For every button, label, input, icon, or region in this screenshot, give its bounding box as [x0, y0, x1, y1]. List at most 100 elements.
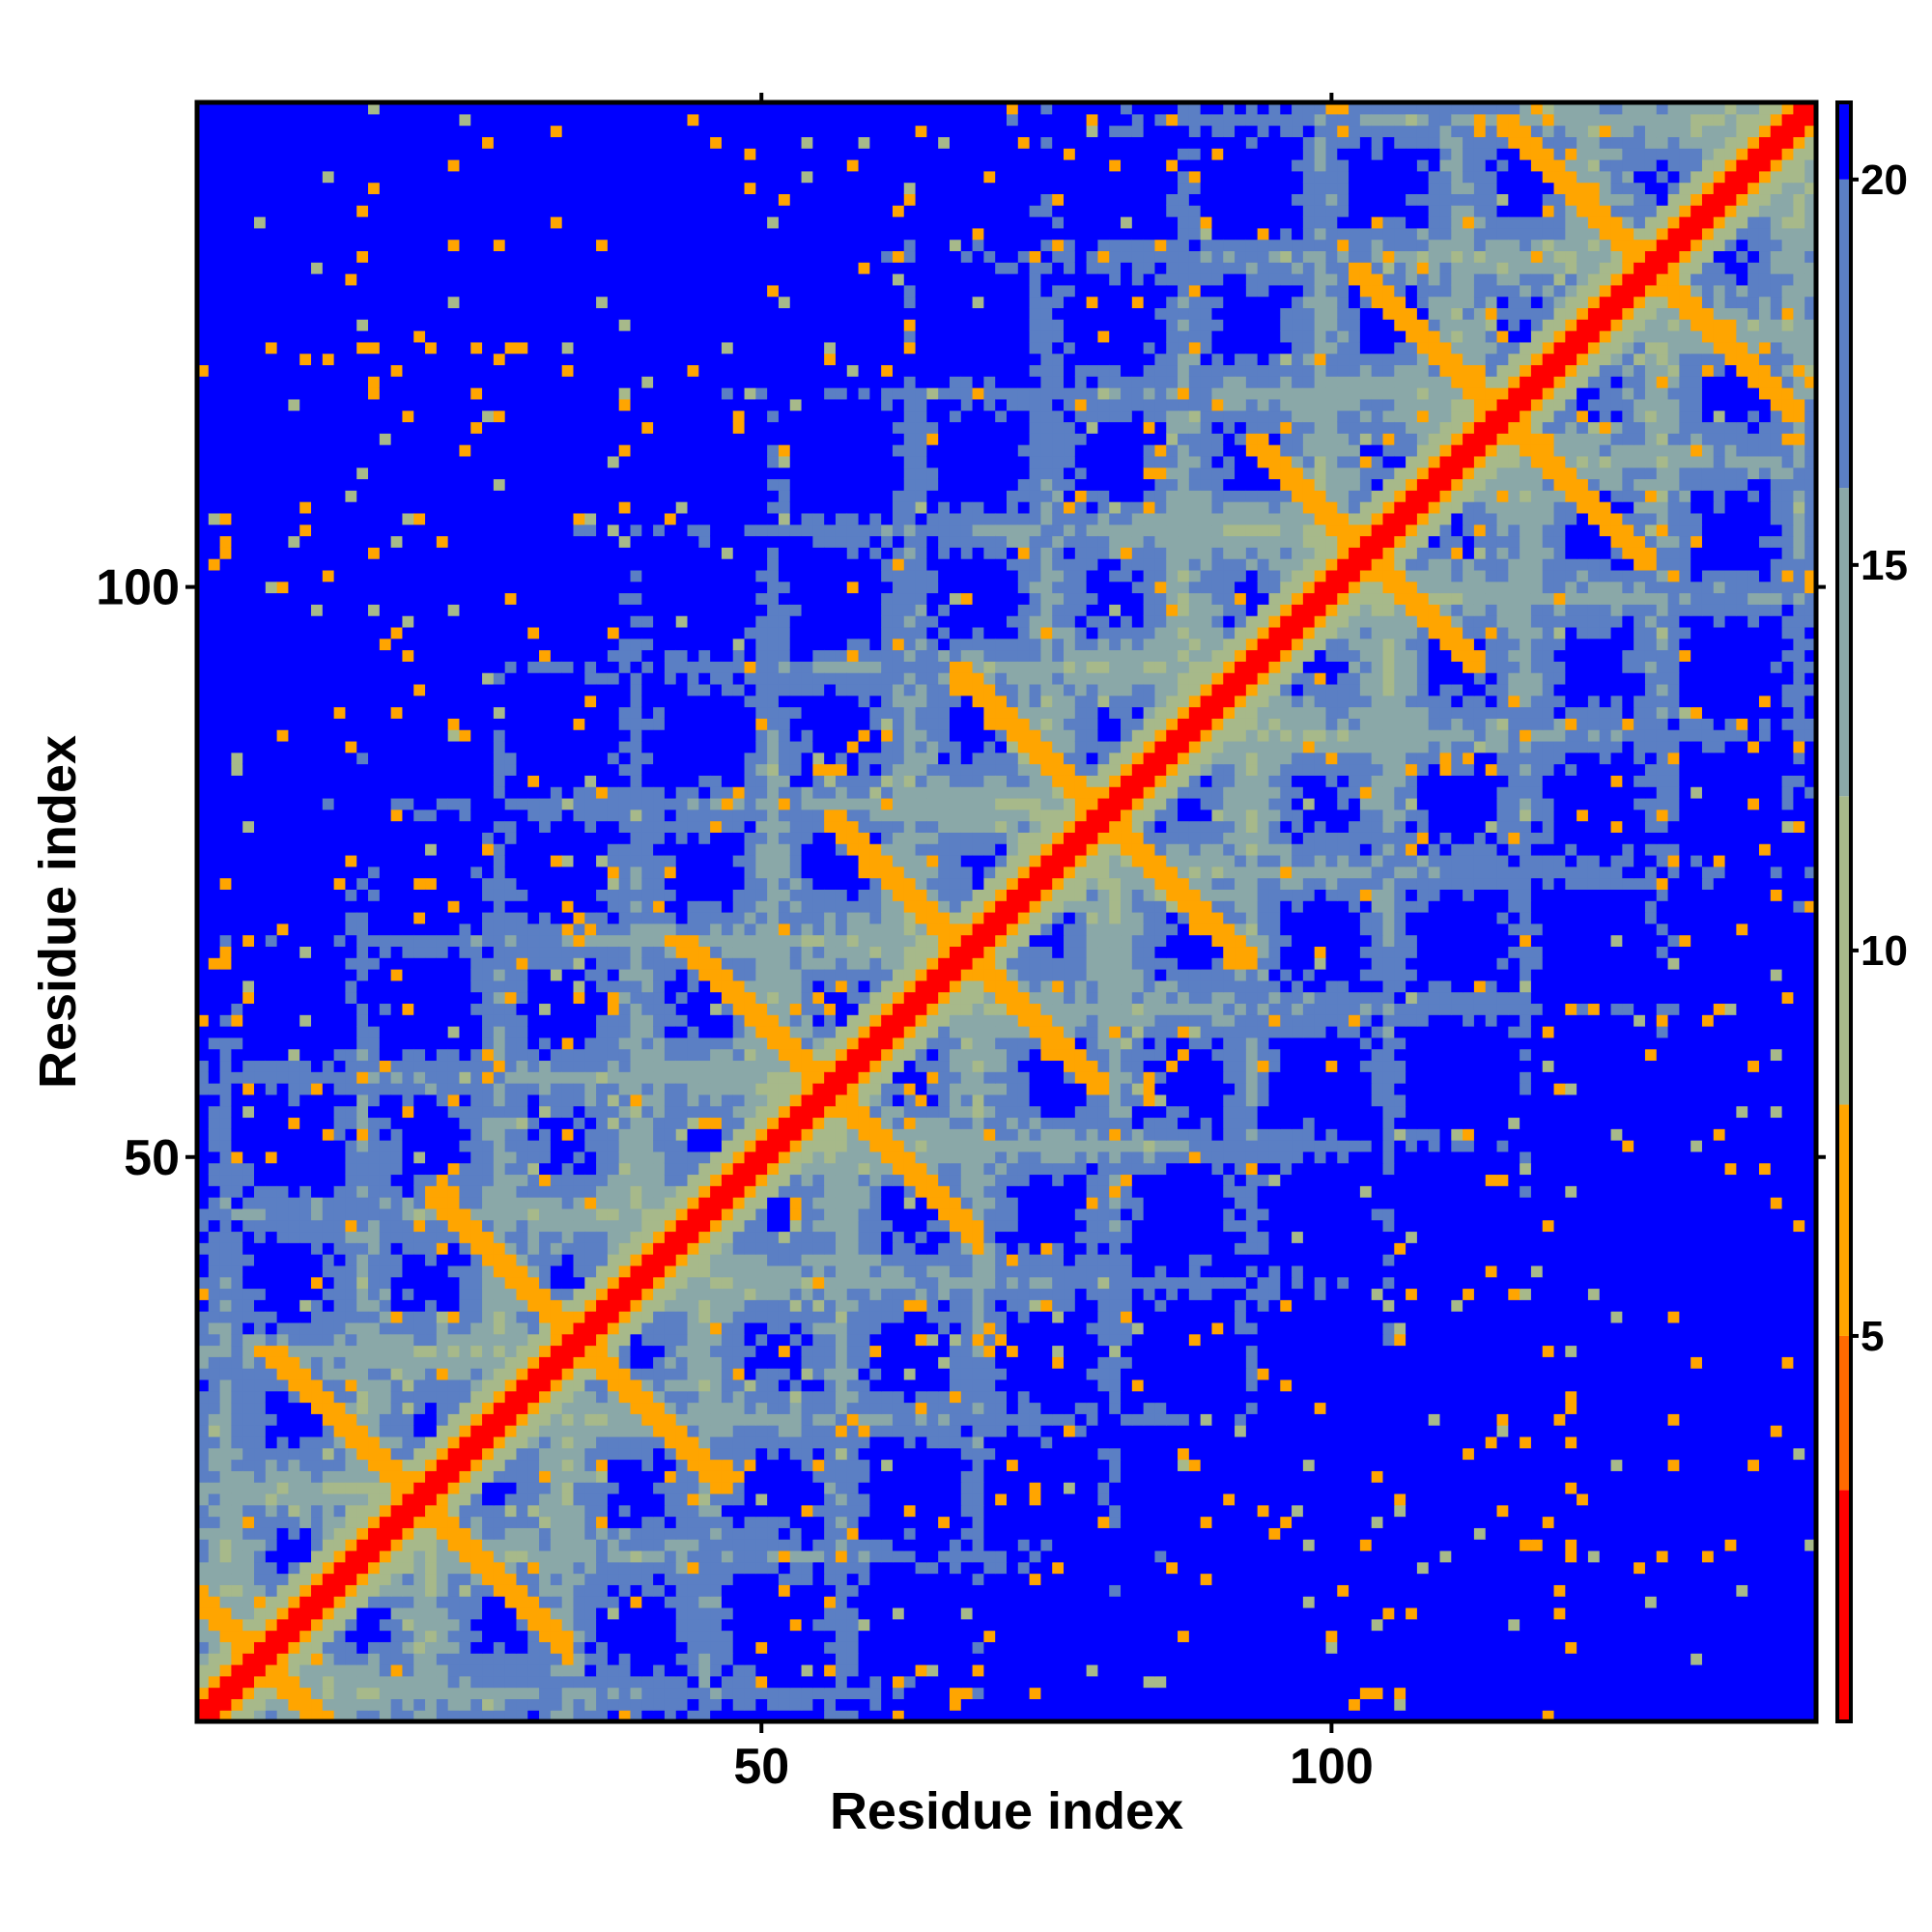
heatmap-cell: [1154, 1549, 1167, 1563]
heatmap-cell: [1143, 1663, 1156, 1677]
heatmap-cell: [1109, 1675, 1122, 1689]
heatmap-cell: [231, 809, 243, 822]
heatmap-cell: [1542, 1618, 1555, 1632]
heatmap-cell: [345, 1311, 357, 1323]
heatmap-cell: [288, 672, 300, 685]
heatmap-cell: [242, 296, 255, 309]
heatmap-cell: [368, 1264, 381, 1278]
heatmap-cell: [254, 1356, 267, 1369]
heatmap-cell: [402, 1584, 414, 1597]
heatmap-cell: [1292, 1539, 1304, 1551]
heatmap-cell: [1223, 1516, 1236, 1528]
heatmap-cell: [710, 1596, 723, 1608]
heatmap-cell: [265, 706, 278, 719]
heatmap-cell: [242, 1596, 255, 1608]
heatmap-cell: [379, 1060, 392, 1072]
heatmap-cell: [561, 1687, 575, 1699]
heatmap-cell: [322, 946, 335, 958]
heatmap-cell: [242, 889, 255, 901]
heatmap-cell: [402, 1561, 414, 1575]
heatmap-cell: [1793, 1527, 1805, 1540]
heatmap-cell: [276, 398, 290, 412]
heatmap-cell: [242, 1390, 255, 1404]
heatmap-cell: [299, 1413, 312, 1426]
heatmap-cell: [208, 136, 221, 149]
heatmap-cell: [299, 900, 312, 913]
heatmap-cell: [402, 1242, 414, 1255]
heatmap-cell: [208, 1413, 221, 1426]
heatmap-cell: [219, 740, 233, 753]
heatmap-cell: [1188, 1584, 1202, 1597]
heatmap-cell: [926, 1630, 939, 1642]
heatmap-cell: [288, 558, 300, 571]
heatmap-cell: [402, 1048, 414, 1062]
heatmap-cell: [938, 1573, 951, 1585]
heatmap-cell: [379, 866, 392, 879]
heatmap-cell: [379, 991, 392, 1005]
heatmap-cell: [1166, 1698, 1179, 1711]
heatmap-cell: [231, 1459, 243, 1471]
heatmap-cell: [1097, 1516, 1110, 1528]
heatmap-cell: [254, 467, 267, 480]
heatmap-cell: [390, 1140, 404, 1152]
heatmap-cell: [1656, 1549, 1669, 1563]
heatmap-cell: [1473, 1698, 1487, 1711]
heatmap-cell: [1530, 1653, 1544, 1665]
heatmap-cell: [903, 1516, 917, 1528]
heatmap-cell: [1052, 1516, 1065, 1528]
heatmap-cell: [1235, 1698, 1247, 1711]
heatmap-cell: [208, 1435, 221, 1449]
heatmap-cell: [1302, 1516, 1316, 1528]
heatmap-cell: [892, 1573, 905, 1585]
heatmap-cell: [1622, 1606, 1634, 1620]
heatmap-cell: [333, 1321, 347, 1335]
heatmap-cell: [1667, 1687, 1680, 1699]
heatmap-cell: [1542, 1675, 1555, 1689]
heatmap-cell: [231, 1527, 243, 1540]
heatmap-cell: [1235, 1630, 1247, 1642]
heatmap-cell: [1314, 1561, 1327, 1575]
heatmap-cell: [1747, 1675, 1760, 1689]
heatmap-cell: [824, 1675, 837, 1689]
heatmap-cell: [1634, 1641, 1646, 1654]
heatmap-cell: [311, 672, 324, 685]
heatmap-cell: [242, 1208, 255, 1221]
heatmap-cell: [356, 706, 369, 719]
heatmap-cell: [1485, 1573, 1498, 1585]
heatmap-cell: [231, 592, 243, 605]
heatmap-cell: [254, 284, 267, 298]
heatmap-cell: [265, 1435, 278, 1449]
heatmap-cell: [311, 284, 324, 298]
heatmap-cell: [311, 170, 324, 184]
heatmap-cell: [356, 1447, 369, 1461]
heatmap-cell: [208, 1288, 221, 1300]
heatmap-cell: [333, 923, 347, 936]
heatmap-cell: [1257, 1584, 1270, 1597]
heatmap-cell: [254, 216, 267, 229]
heatmap-cell: [368, 809, 381, 822]
heatmap-cell: [1074, 1504, 1088, 1518]
heatmap-cell: [1359, 1596, 1373, 1608]
heatmap-cell: [744, 1698, 756, 1711]
heatmap-cell: [368, 227, 381, 241]
heatmap-cell: [390, 398, 404, 412]
heatmap-cell: [197, 1413, 210, 1426]
heatmap-cell: [675, 1675, 689, 1689]
heatmap-cell: [390, 1264, 404, 1278]
heatmap-cell: [265, 159, 278, 172]
heatmap-cell: [311, 1606, 324, 1620]
heatmap-cell: [311, 1219, 324, 1233]
heatmap-cell: [698, 1596, 711, 1608]
heatmap-cell: [208, 980, 221, 993]
heatmap-cell: [208, 1492, 221, 1506]
heatmap-cell: [379, 170, 392, 184]
heatmap-cell: [231, 957, 243, 970]
heatmap-cell: [1382, 1596, 1395, 1608]
heatmap-cell: [197, 695, 210, 708]
heatmap-cell: [322, 1048, 335, 1062]
heatmap-cell: [265, 102, 278, 115]
heatmap-cell: [197, 889, 210, 901]
heatmap-cell: [1463, 1527, 1475, 1540]
heatmap-cell: [653, 1549, 666, 1563]
heatmap-cell: [1770, 1663, 1783, 1677]
